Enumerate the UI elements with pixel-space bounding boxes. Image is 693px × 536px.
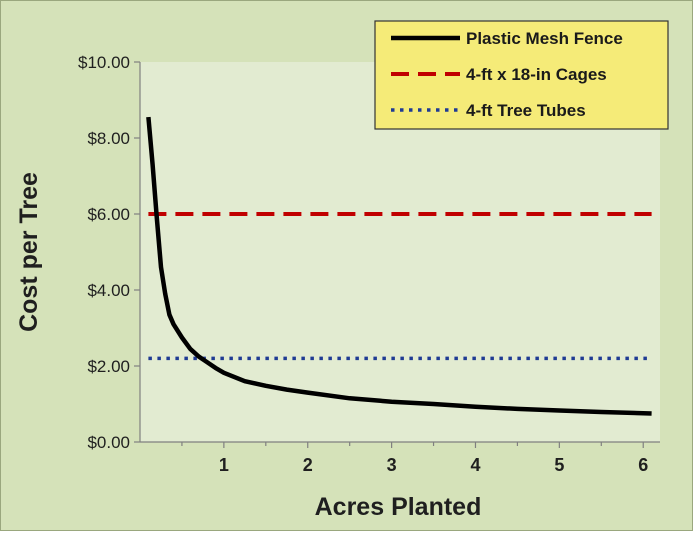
y-tick-label: $8.00 xyxy=(87,129,130,148)
y-tick-label: $2.00 xyxy=(87,357,130,376)
x-tick-label: 2 xyxy=(303,455,313,475)
y-tick-label: $4.00 xyxy=(87,281,130,300)
legend-label-1: 4-ft x 18-in Cages xyxy=(466,65,607,84)
y-tick-label: $10.00 xyxy=(78,53,130,72)
series-layer xyxy=(146,116,652,416)
y-axis-title: Cost per Tree xyxy=(15,172,43,332)
x-tick-label: 5 xyxy=(554,455,564,475)
legend-label-0: Plastic Mesh Fence xyxy=(466,29,623,48)
x-axis-title: Acres Planted xyxy=(315,493,482,521)
series-line-0 xyxy=(146,116,652,416)
x-tick-label: 3 xyxy=(387,455,397,475)
x-tick-label: 4 xyxy=(470,455,480,475)
legend-items: Plastic Mesh Fence 4-ft x 18-in Cages 4-ft… xyxy=(391,29,623,120)
legend: Plastic Mesh Fence 4-ft x 18-in Cages 4-ft… xyxy=(374,20,669,130)
axes-layer: $0.00 $2.00 $4.00 $6.00 $8.00 $10.00 1 2 3 4 5 6 xyxy=(78,53,660,475)
y-tick-label: $0.00 xyxy=(87,433,130,452)
x-tick-label: 6 xyxy=(638,455,648,475)
legend-label-2: 4-ft Tree Tubes xyxy=(466,101,586,120)
x-tick-label: 1 xyxy=(219,455,229,475)
y-tick-label: $6.00 xyxy=(87,205,130,224)
